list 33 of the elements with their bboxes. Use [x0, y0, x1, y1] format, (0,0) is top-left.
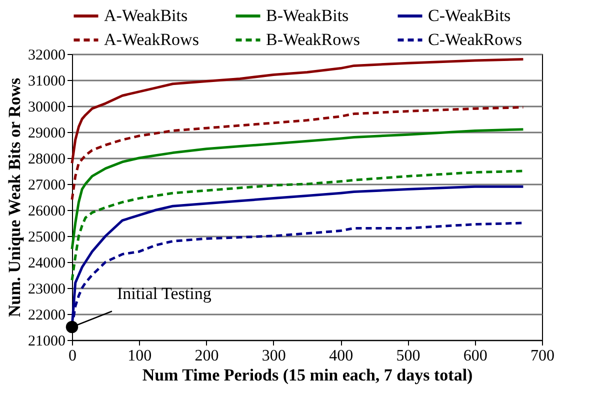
y-tick-label: 24000	[28, 256, 66, 272]
y-tick-label: 31000	[28, 74, 66, 90]
line-series	[70, 58, 524, 164]
x-tick-label: 0	[68, 348, 76, 364]
legend-label: C-WeakRows	[428, 30, 522, 49]
x-tick-label: 400	[329, 348, 354, 364]
y-tick-label: 30000	[28, 100, 66, 116]
legend-label: B-WeakRows	[266, 30, 360, 49]
x-tick-label: 300	[262, 348, 286, 364]
legend-label: B-WeakBits	[266, 6, 349, 25]
x-tick-label: 500	[396, 348, 420, 364]
y-tick-label: 27000	[28, 178, 66, 194]
line-series	[70, 128, 524, 250]
legend-label: C-WeakBits	[428, 6, 511, 25]
annotation: Initial Testing	[117, 284, 212, 303]
y-tick-label: 21000	[28, 334, 66, 350]
line-series	[70, 106, 524, 201]
x-tick-label: 700	[530, 348, 554, 364]
x-axis-title: Num Time Periods (15 min each, 7 days total)	[142, 366, 473, 384]
x-tick-label: 200	[194, 348, 219, 364]
legend-label: A-WeakRows	[104, 30, 199, 49]
y-tick-label: 29000	[28, 126, 66, 142]
y-tick-label: 28000	[28, 152, 66, 168]
y-tick-label: 23000	[28, 282, 66, 298]
x-tick-label: 600	[463, 348, 488, 364]
y-tick-label: 32000	[28, 48, 66, 64]
y-tick-label: 26000	[28, 204, 66, 220]
line-series	[70, 170, 524, 282]
y-tick-label: 25000	[28, 230, 66, 246]
y-axis-title: Num. Unique Weak Bits or Rows	[5, 77, 24, 318]
x-tick-label: 100	[128, 348, 152, 364]
legend-label: A-WeakBits	[104, 6, 188, 25]
y-tick-label: 22000	[28, 308, 66, 324]
